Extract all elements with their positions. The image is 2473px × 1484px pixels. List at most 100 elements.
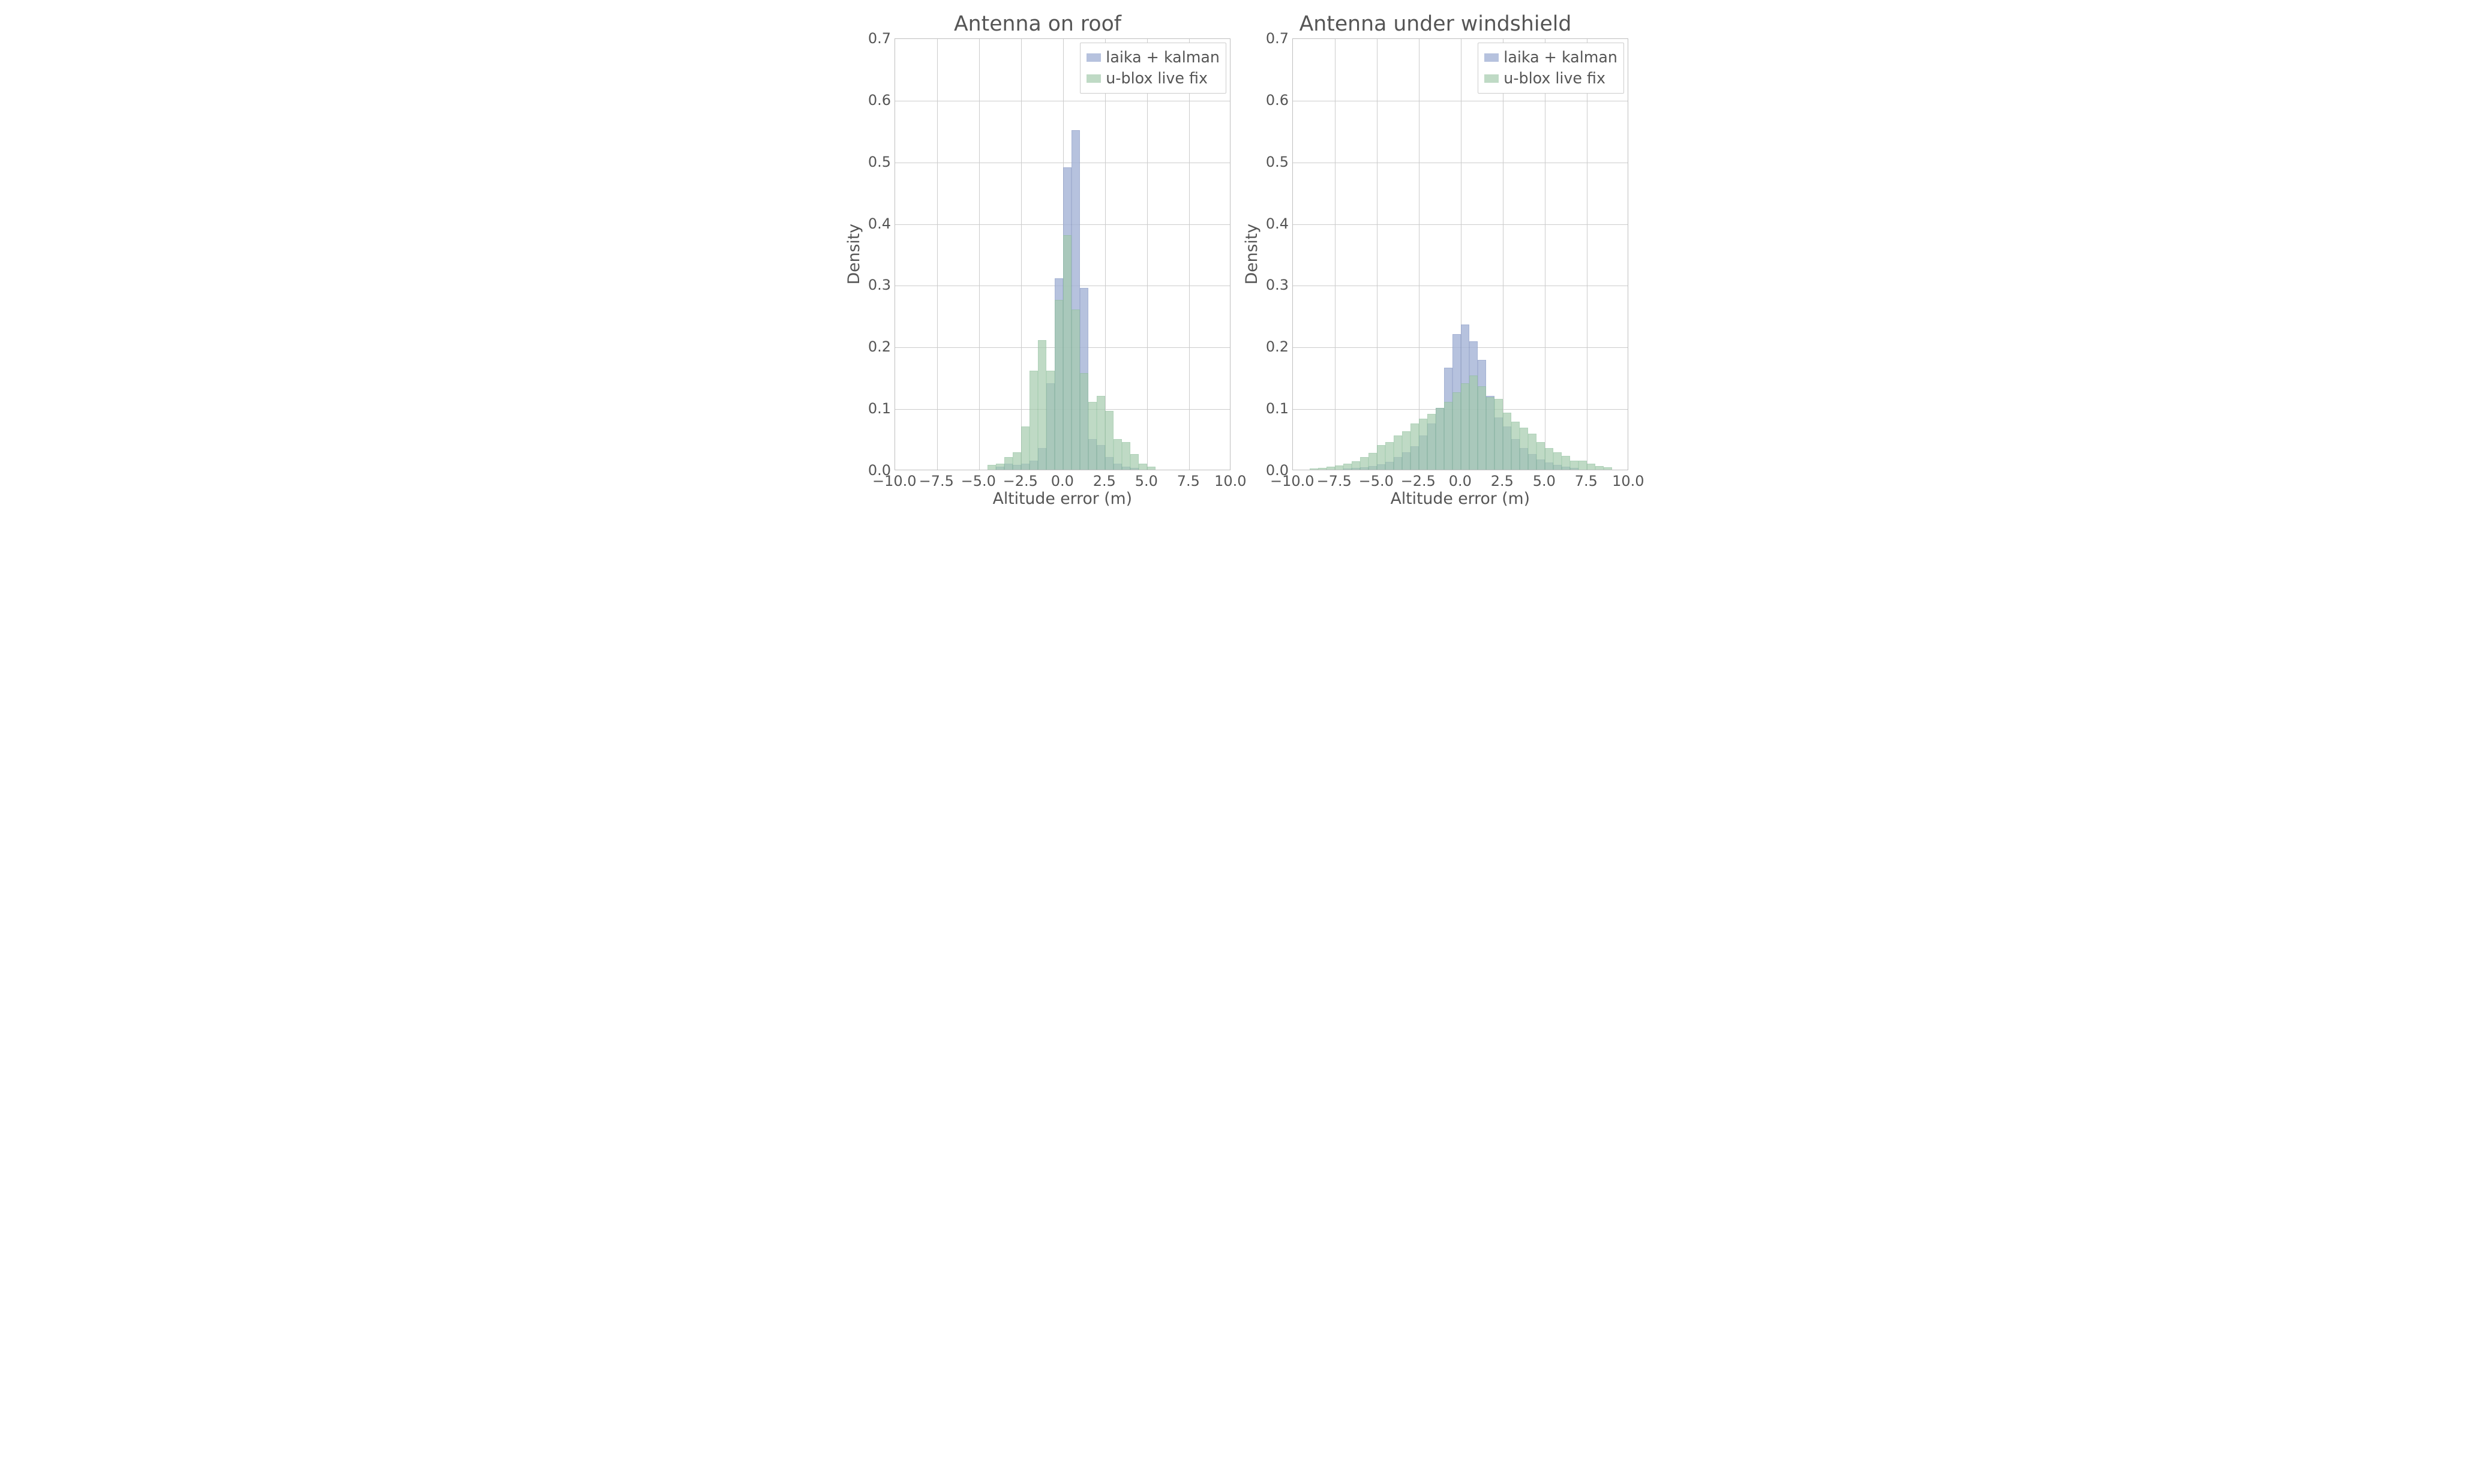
histogram-bar — [1318, 468, 1326, 470]
histogram-bar — [1147, 467, 1156, 470]
gridline-vertical — [1105, 39, 1106, 470]
histogram-bar — [988, 465, 996, 470]
histogram-bar — [1553, 452, 1562, 470]
y-tick-label: 0.4 — [868, 215, 891, 232]
histogram-bar — [1080, 373, 1088, 470]
histogram-bar — [1545, 448, 1553, 470]
x-tick-label: −7.5 — [919, 473, 954, 489]
histogram-bar — [1343, 464, 1352, 470]
histogram-bar — [1385, 442, 1394, 470]
gridline-vertical — [979, 39, 980, 470]
histogram-bar — [1105, 411, 1114, 470]
histogram-bar — [1419, 419, 1427, 470]
gridline-vertical — [1147, 39, 1148, 470]
y-tick-label: 0.3 — [868, 277, 891, 293]
histogram-bar — [1528, 434, 1536, 470]
histogram-bar — [1046, 371, 1055, 470]
histogram-bar — [1427, 414, 1436, 470]
x-tick-label: −2.5 — [1401, 473, 1436, 489]
x-tick-label: −5.0 — [961, 473, 996, 489]
histogram-bar — [1410, 423, 1419, 470]
y-tick-label: 0.5 — [1266, 154, 1289, 170]
gridline-vertical — [937, 39, 938, 470]
x-tick-label: −5.0 — [1359, 473, 1394, 489]
histogram-bar — [1072, 310, 1080, 470]
legend-label: u-blox live fix — [1503, 68, 1605, 89]
histogram-bar — [1486, 397, 1494, 470]
histogram-bar — [1368, 453, 1377, 470]
histogram-bar — [1030, 371, 1038, 470]
legend: laika + kalmanu-blox live fix — [1080, 43, 1226, 94]
chart-title: Antenna under windshield — [1299, 12, 1572, 36]
legend-label: laika + kalman — [1503, 47, 1617, 68]
histogram-bar — [1461, 383, 1469, 470]
gridline-horizontal — [1293, 224, 1628, 225]
y-tick-label: 0.1 — [868, 400, 891, 417]
x-tick-label: 5.0 — [1533, 473, 1556, 489]
histogram-bar — [1394, 435, 1402, 470]
histogram-bar — [1335, 465, 1343, 470]
histogram-bar — [1494, 399, 1503, 470]
gridline-horizontal — [895, 224, 1230, 225]
legend-item: u-blox live fix — [1484, 68, 1617, 89]
x-tick-label: −7.5 — [1317, 473, 1352, 489]
y-tick-labels: 0.00.10.20.30.40.50.60.7 — [1263, 38, 1292, 470]
x-tick-label: 0.0 — [1449, 473, 1472, 489]
legend: laika + kalmanu-blox live fix — [1478, 43, 1624, 94]
x-tick-label: −10.0 — [872, 473, 917, 489]
x-tick-label: 7.5 — [1575, 473, 1598, 489]
legend-item: laika + kalman — [1087, 47, 1220, 68]
histogram-bar — [1562, 456, 1570, 470]
histogram-bar — [1595, 466, 1604, 470]
x-tick-label: 7.5 — [1177, 473, 1200, 489]
x-tick-labels: −10.0−7.5−5.0−2.50.02.55.07.510.0 — [895, 470, 1231, 488]
x-tick-label: −10.0 — [1270, 473, 1314, 489]
histogram-bar — [1122, 442, 1130, 470]
y-axis-label: Density — [1242, 224, 1261, 284]
x-axis-label: Altitude error (m) — [895, 489, 1231, 508]
legend-swatch — [1087, 53, 1101, 62]
histogram-bar — [1503, 413, 1511, 470]
y-tick-label: 0.7 — [868, 30, 891, 47]
y-tick-label: 0.5 — [868, 154, 891, 170]
chart-title: Antenna on roof — [954, 12, 1121, 36]
legend-swatch — [1484, 53, 1499, 62]
histogram-bar — [1360, 457, 1368, 470]
histogram-bar — [1578, 461, 1587, 470]
histogram-bar — [1038, 340, 1046, 470]
histogram-bar — [1452, 392, 1461, 470]
histogram-bar — [1444, 402, 1452, 470]
x-tick-label: −2.5 — [1003, 473, 1038, 489]
y-tick-label: 0.6 — [1266, 92, 1289, 109]
legend-swatch — [1484, 74, 1499, 83]
histogram-bar — [1063, 235, 1072, 470]
legend-swatch — [1087, 74, 1101, 83]
figure: Antenna on roof Density 0.0 0.1 0.2 0.3 0.4 0.5… — [0, 0, 2473, 520]
histogram-bar — [1352, 461, 1360, 470]
histogram-bar — [1469, 375, 1478, 470]
histogram-bar — [1004, 457, 1013, 470]
histogram-bar — [1021, 426, 1030, 470]
x-tick-label: 0.0 — [1051, 473, 1074, 489]
y-tick-labels: 0.00.10.20.30.40.50.60.7 — [866, 38, 895, 470]
histogram-bar — [1520, 428, 1528, 470]
y-tick-label: 0.2 — [868, 338, 891, 355]
histogram-bar — [1377, 445, 1385, 470]
legend-item: u-blox live fix — [1087, 68, 1220, 89]
x-tick-label: 5.0 — [1135, 473, 1158, 489]
x-tick-label: 10.0 — [1214, 473, 1246, 489]
plot-area: laika + kalmanu-blox live fix — [1292, 38, 1628, 470]
histogram-bar — [1604, 467, 1612, 470]
legend-label: laika + kalman — [1106, 47, 1220, 68]
x-axis-label: Altitude error (m) — [1292, 489, 1628, 508]
histogram-bar — [1139, 464, 1147, 470]
y-tick-label: 0.7 — [1266, 30, 1289, 47]
plot-area: laika + kalmanu-blox live fix — [895, 38, 1231, 470]
x-tick-label: 2.5 — [1491, 473, 1514, 489]
x-tick-label: 2.5 — [1093, 473, 1116, 489]
histogram-bar — [1055, 300, 1063, 470]
histogram-bar — [1436, 408, 1444, 470]
histogram-bar — [1310, 468, 1318, 470]
histogram-bar — [1326, 467, 1335, 470]
x-tick-label: 10.0 — [1612, 473, 1644, 489]
